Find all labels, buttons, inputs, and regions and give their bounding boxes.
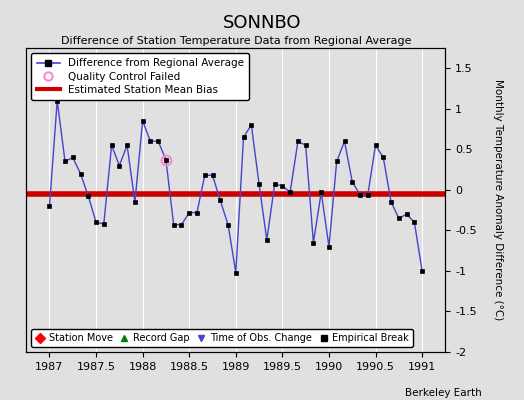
- Legend: Station Move, Record Gap, Time of Obs. Change, Empirical Break: Station Move, Record Gap, Time of Obs. C…: [31, 329, 413, 347]
- Title: Difference of Station Temperature Data from Regional Average: Difference of Station Temperature Data f…: [61, 36, 411, 46]
- Text: SONNBO: SONNBO: [223, 14, 301, 32]
- Text: Berkeley Earth: Berkeley Earth: [406, 388, 482, 398]
- Y-axis label: Monthly Temperature Anomaly Difference (°C): Monthly Temperature Anomaly Difference (…: [494, 79, 504, 321]
